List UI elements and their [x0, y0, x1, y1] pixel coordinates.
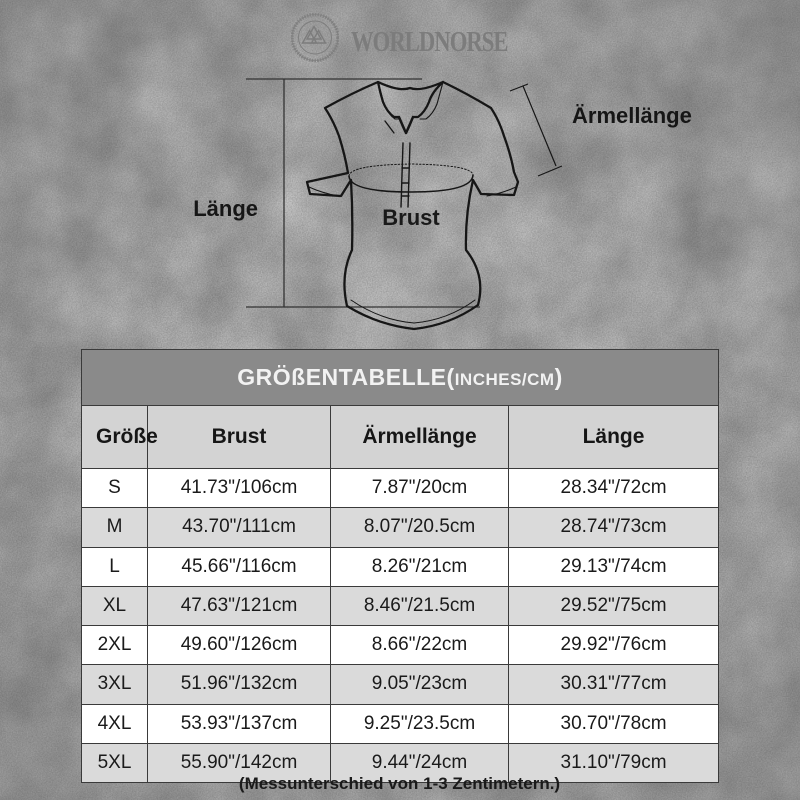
svg-text:Brust: Brust	[382, 205, 440, 230]
svg-text:Ärmellänge: Ärmellänge	[572, 103, 692, 128]
svg-text:Länge: Länge	[193, 196, 258, 221]
